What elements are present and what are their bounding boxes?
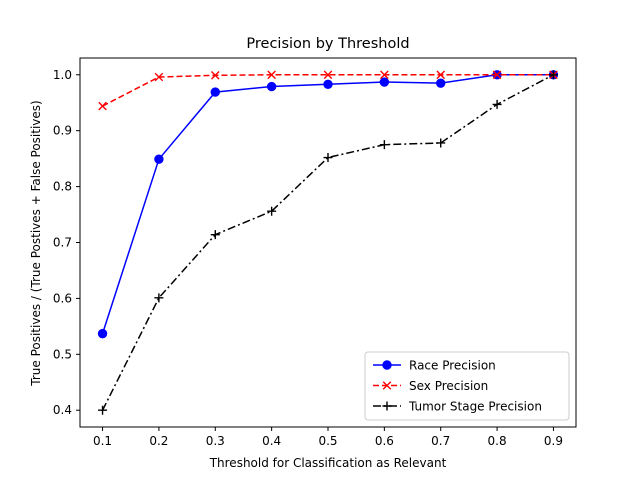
data-point [323, 153, 333, 163]
data-point [210, 87, 220, 97]
y-axis-label: True Positives / (True Postives + False … [29, 100, 43, 386]
legend-label: Tumor Stage Precision [408, 400, 542, 414]
data-point [323, 79, 333, 89]
data-point [154, 293, 164, 303]
x-tick-label: 0.7 [431, 434, 450, 448]
data-point [266, 81, 277, 92]
y-tick-label: 1.0 [53, 68, 72, 82]
legend-frame [364, 351, 570, 421]
series-layer [97, 70, 559, 415]
x-tick-label: 0.4 [262, 434, 281, 448]
y-tick-label: 0.9 [53, 124, 72, 138]
data-point [548, 70, 558, 80]
legend-label: Race Precision [409, 359, 496, 373]
y-axis: 0.4 0.5 0.6 0.7 0.8 0.9 1.0 [53, 68, 80, 417]
data-point [210, 230, 220, 240]
data-point [323, 70, 333, 80]
x-tick-label: 0.5 [318, 434, 337, 448]
data-point [97, 328, 108, 339]
data-point [267, 70, 276, 80]
data-point [492, 99, 502, 109]
data-point [436, 70, 446, 80]
y-tick-label: 0.4 [53, 403, 72, 417]
data-point [436, 138, 446, 148]
x-axis-label: Threshold for Classification as Relevant [209, 456, 447, 470]
x-axis: 0.1 0.2 0.3 0.4 0.5 0.6 0.7 0.8 0.9 [93, 427, 563, 448]
chart-title: Precision by Threshold [246, 36, 409, 52]
data-point [154, 154, 164, 164]
legend: Race Precision Sex Precision Tumor Stage P… [364, 351, 570, 421]
data-point [436, 78, 446, 88]
x-tick-label: 0.3 [206, 434, 225, 448]
data-point [98, 101, 107, 111]
data-point [267, 206, 277, 216]
series-0 [97, 70, 559, 339]
x-tick-label: 0.1 [93, 434, 112, 448]
series-2 [98, 70, 558, 415]
legend-swatch-marker [382, 381, 392, 390]
y-tick-label: 0.8 [53, 180, 72, 194]
data-point [379, 77, 390, 87]
data-point [492, 70, 502, 80]
y-tick-label: 0.5 [53, 347, 72, 361]
legend-swatch-marker [382, 401, 392, 411]
data-point [154, 72, 164, 82]
x-tick-label: 0.9 [544, 434, 563, 448]
data-point [379, 140, 389, 150]
series-line [102, 74, 554, 107]
x-tick-label: 0.6 [375, 434, 394, 448]
x-tick-label: 0.2 [149, 434, 168, 448]
series-1 [98, 70, 558, 111]
legend-swatch-marker [382, 360, 392, 370]
data-point [98, 405, 108, 415]
legend-label: Sex Precision [409, 379, 488, 393]
series-line [101, 74, 554, 334]
y-tick-label: 0.7 [53, 236, 72, 250]
y-tick-label: 0.6 [53, 291, 72, 305]
data-point [210, 71, 220, 80]
data-point [380, 70, 389, 80]
x-tick-label: 0.8 [488, 434, 507, 448]
